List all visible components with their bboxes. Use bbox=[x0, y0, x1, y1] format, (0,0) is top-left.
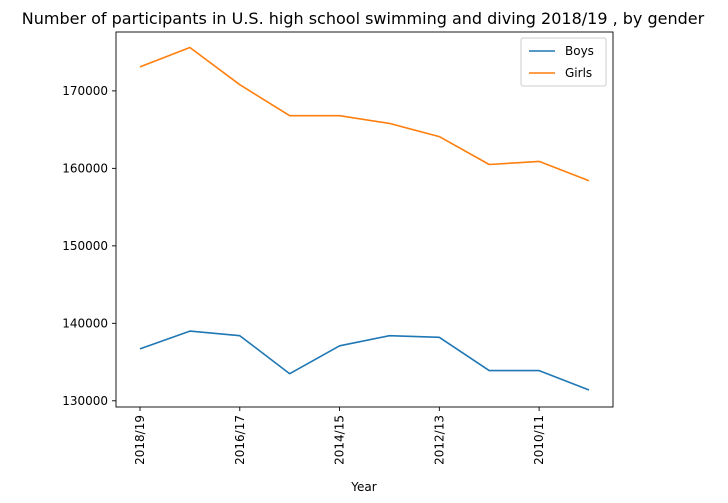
x-tick-label: 2016/17 bbox=[233, 415, 247, 465]
x-tick-label: 2018/19 bbox=[133, 415, 147, 465]
x-tick-label: 2010/11 bbox=[532, 415, 546, 465]
x-tick-label: 2012/13 bbox=[432, 415, 446, 465]
plot-area bbox=[115, 31, 614, 408]
chart-title: Number of participants in U.S. high scho… bbox=[22, 9, 705, 28]
x-tick-label: 2014/15 bbox=[333, 415, 347, 465]
y-tick-label: 170000 bbox=[62, 84, 108, 98]
legend: Boys Girls bbox=[520, 37, 607, 87]
series-line-girls bbox=[139, 46, 590, 182]
y-tick-label: 140000 bbox=[62, 316, 108, 330]
legend-box bbox=[520, 37, 607, 87]
y-tick-label: 130000 bbox=[62, 394, 108, 408]
y-axis: 130000 140000 150000 160000 170000 bbox=[62, 84, 116, 408]
y-tick-label: 150000 bbox=[62, 239, 108, 253]
y-tick-label: 160000 bbox=[62, 161, 108, 175]
series-layer bbox=[139, 46, 590, 391]
series-line-boys bbox=[139, 330, 590, 391]
x-axis: 2018/19 2016/17 2014/15 2012/13 2010/11 bbox=[133, 407, 546, 465]
legend-label: Boys bbox=[565, 44, 594, 58]
plot-frame bbox=[115, 31, 614, 408]
legend-label: Girls bbox=[565, 66, 592, 80]
x-axis-label: Year bbox=[350, 480, 376, 494]
